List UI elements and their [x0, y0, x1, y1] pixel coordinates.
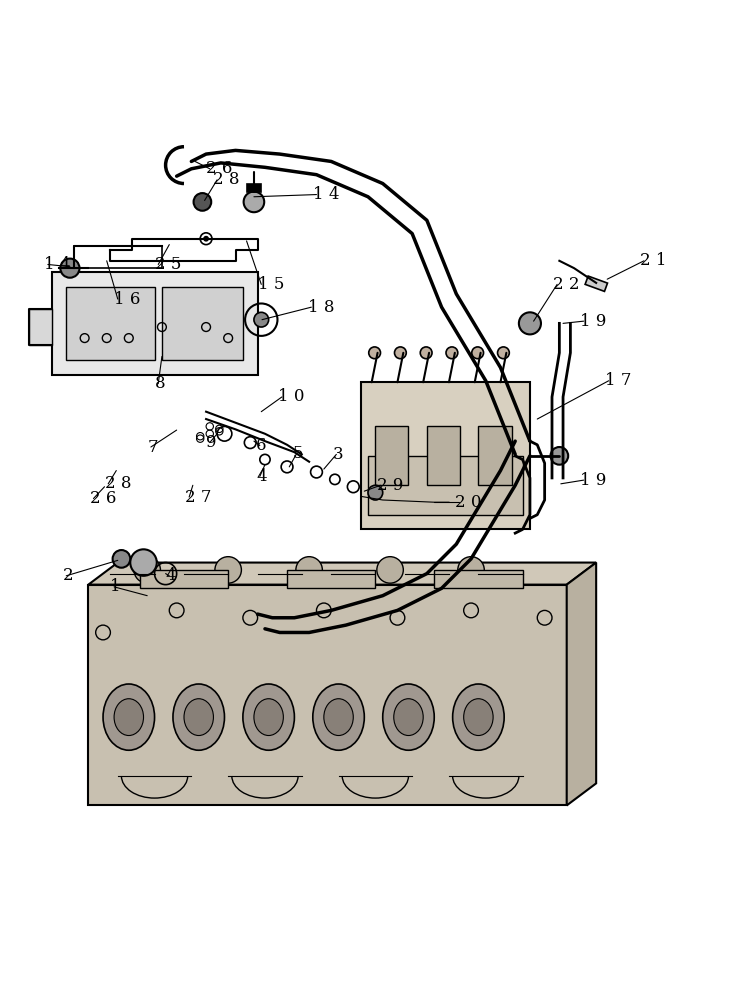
Circle shape — [204, 237, 208, 241]
Circle shape — [296, 557, 322, 583]
Text: 1 0: 1 0 — [278, 388, 305, 405]
Circle shape — [394, 347, 406, 359]
Text: 4: 4 — [256, 468, 266, 485]
Circle shape — [113, 550, 130, 568]
Ellipse shape — [243, 684, 294, 750]
Bar — [140, 570, 228, 588]
Circle shape — [368, 485, 383, 500]
Polygon shape — [567, 563, 596, 805]
Ellipse shape — [173, 684, 224, 750]
Text: 1 4: 1 4 — [313, 186, 339, 203]
Circle shape — [551, 447, 568, 465]
Bar — [427, 426, 460, 485]
Ellipse shape — [184, 699, 213, 736]
Text: 2 7: 2 7 — [185, 489, 212, 506]
Ellipse shape — [114, 699, 144, 736]
Ellipse shape — [324, 699, 353, 736]
Text: 2: 2 — [63, 567, 73, 584]
Circle shape — [134, 557, 160, 583]
Text: 2 1: 2 1 — [640, 252, 667, 269]
Text: 9: 9 — [206, 434, 216, 451]
Text: 2 9: 2 9 — [377, 477, 403, 494]
Circle shape — [254, 312, 269, 327]
Bar — [162, 287, 243, 360]
Text: 4: 4 — [166, 567, 176, 584]
Text: 1 4: 1 4 — [44, 256, 71, 273]
Text: 1 9: 1 9 — [580, 313, 606, 330]
Text: 2 8: 2 8 — [213, 171, 240, 188]
Text: 2 5: 2 5 — [155, 256, 181, 273]
Text: 1: 1 — [110, 578, 121, 595]
Circle shape — [498, 347, 509, 359]
Circle shape — [458, 557, 484, 583]
Text: 7: 7 — [147, 439, 158, 456]
Circle shape — [194, 193, 211, 211]
Ellipse shape — [254, 699, 283, 736]
Ellipse shape — [394, 699, 423, 736]
Bar — [585, 276, 607, 291]
Bar — [434, 570, 523, 588]
Bar — [368, 456, 523, 515]
Bar — [287, 570, 375, 588]
Text: 1 5: 1 5 — [258, 276, 284, 293]
Text: 6: 6 — [256, 437, 266, 454]
Bar — [66, 287, 155, 360]
Text: 1 7: 1 7 — [605, 372, 631, 389]
Bar — [478, 426, 512, 485]
Ellipse shape — [453, 684, 504, 750]
Text: 1 8: 1 8 — [308, 299, 334, 316]
Text: 1 6: 1 6 — [114, 291, 141, 308]
Bar — [247, 184, 261, 192]
Circle shape — [60, 259, 79, 278]
Text: 1 9: 1 9 — [580, 472, 606, 489]
Polygon shape — [88, 585, 567, 805]
Ellipse shape — [103, 684, 155, 750]
Circle shape — [519, 312, 541, 334]
Text: 3: 3 — [333, 446, 343, 463]
Circle shape — [369, 347, 381, 359]
Circle shape — [377, 557, 403, 583]
Bar — [29, 309, 52, 345]
Bar — [361, 382, 530, 529]
Bar — [375, 426, 408, 485]
Ellipse shape — [383, 684, 434, 750]
Ellipse shape — [464, 699, 493, 736]
Text: 2 0: 2 0 — [455, 494, 481, 511]
Circle shape — [420, 347, 432, 359]
Text: 2 2: 2 2 — [553, 276, 580, 293]
Text: 2 6: 2 6 — [90, 490, 116, 507]
Circle shape — [244, 192, 264, 212]
Text: 8: 8 — [155, 375, 165, 392]
Circle shape — [130, 549, 157, 576]
Polygon shape — [88, 563, 596, 585]
Ellipse shape — [313, 684, 364, 750]
Text: 2 6: 2 6 — [206, 160, 233, 177]
Text: 5: 5 — [293, 445, 303, 462]
Circle shape — [472, 347, 484, 359]
Bar — [52, 272, 258, 375]
Circle shape — [215, 557, 241, 583]
Circle shape — [446, 347, 458, 359]
Text: 2 8: 2 8 — [105, 475, 131, 492]
